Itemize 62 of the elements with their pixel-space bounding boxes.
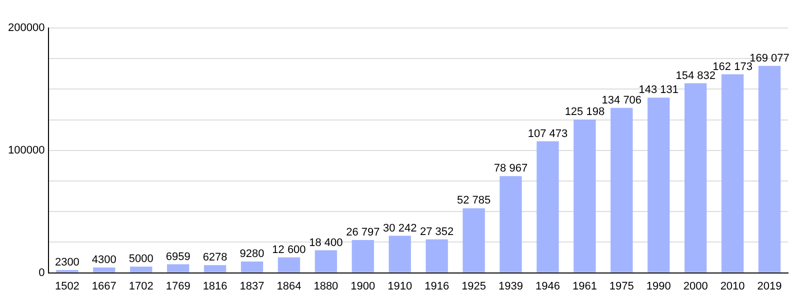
data-label: 125 198	[564, 106, 605, 118]
x-tick-label: 1961	[572, 280, 597, 292]
bar	[426, 239, 448, 272]
x-tick-label: 1916	[424, 280, 450, 292]
y-tick-label: 200000	[8, 22, 45, 34]
x-tick-label: 1925	[462, 280, 486, 292]
data-label: 18 400	[309, 236, 343, 249]
bar	[130, 266, 152, 272]
data-label: 143 131	[638, 84, 679, 96]
x-tick-label: 1502	[54, 280, 80, 292]
bar	[204, 265, 226, 272]
data-label: 162 173	[712, 60, 752, 73]
data-label: 78 967	[494, 162, 528, 175]
x-tick-label: 1864	[276, 280, 302, 292]
x-tick-label: 1900	[350, 280, 376, 292]
bar	[610, 108, 633, 272]
bar	[758, 66, 781, 272]
y-tick-label: 100000	[8, 144, 45, 156]
data-label: 6959	[166, 250, 190, 263]
data-label: 2300	[54, 256, 80, 269]
y-tick-label: 0	[38, 266, 45, 279]
x-tick-label: 1667	[92, 280, 116, 292]
bar	[240, 261, 264, 272]
x-tick-label: 2010	[720, 280, 745, 292]
data-label: 52 785	[456, 194, 491, 207]
data-label: 4300	[92, 254, 116, 266]
bar	[56, 270, 78, 272]
x-tick-label: 1702	[128, 280, 154, 292]
bar	[462, 208, 485, 272]
bar	[574, 120, 596, 272]
data-label: 12 600	[272, 244, 306, 256]
x-tick-label: 2019	[757, 280, 782, 292]
bar	[278, 257, 300, 272]
data-label: 30 242	[383, 222, 417, 234]
bar	[166, 264, 190, 272]
data-label: 6278	[202, 252, 228, 264]
x-tick-label: 1837	[240, 280, 264, 292]
x-tick-label: 1910	[388, 280, 412, 292]
x-tick-label: 1946	[535, 280, 560, 292]
bar	[388, 236, 411, 272]
bar	[648, 98, 670, 272]
x-tick-label: 1880	[314, 280, 338, 292]
x-tick-label: 2000	[683, 280, 708, 292]
x-tick-label: 1816	[202, 280, 228, 292]
x-tick-label: 1769	[166, 280, 190, 292]
bar	[314, 250, 338, 272]
bar	[721, 74, 744, 272]
data-label: 9280	[240, 248, 264, 260]
data-label: 154 832	[676, 70, 716, 82]
bar	[536, 141, 559, 272]
bar	[500, 176, 522, 272]
data-label: 134 706	[602, 94, 642, 106]
x-tick-label: 1939	[498, 280, 524, 292]
data-label: 27 352	[420, 226, 454, 238]
x-tick-label: 1990	[646, 280, 671, 292]
bar	[684, 83, 707, 272]
x-tick-label: 1975	[609, 280, 634, 292]
bar	[93, 268, 116, 272]
data-label: 107 473	[528, 128, 568, 140]
data-label: 5000	[128, 253, 154, 266]
data-label: 26 797	[346, 226, 380, 239]
bar	[352, 240, 374, 272]
